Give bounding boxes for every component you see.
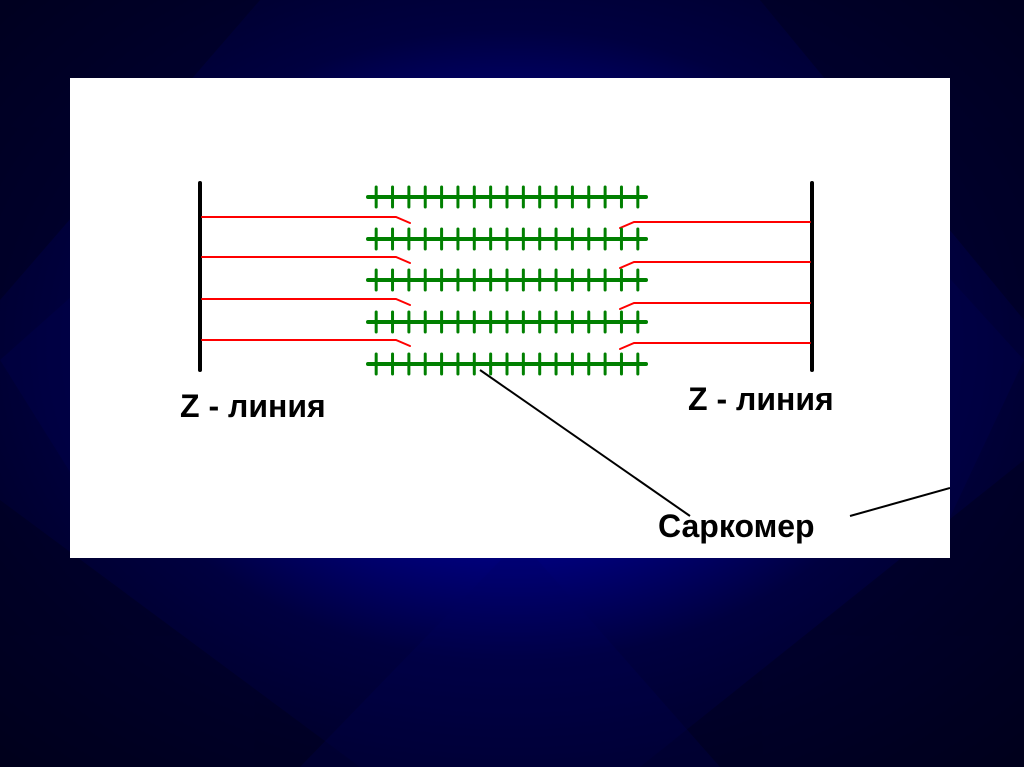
sarcomere-diagram: [70, 78, 950, 558]
slide: Z - линия Z - линия Саркомер: [0, 0, 1024, 767]
diagram-panel: Z - линия Z - линия Саркомер: [70, 78, 950, 558]
z-line-left-label: Z - линия: [180, 388, 326, 425]
z-line-right-label: Z - линия: [688, 381, 834, 418]
sarcomere-label: Саркомер: [658, 508, 815, 545]
